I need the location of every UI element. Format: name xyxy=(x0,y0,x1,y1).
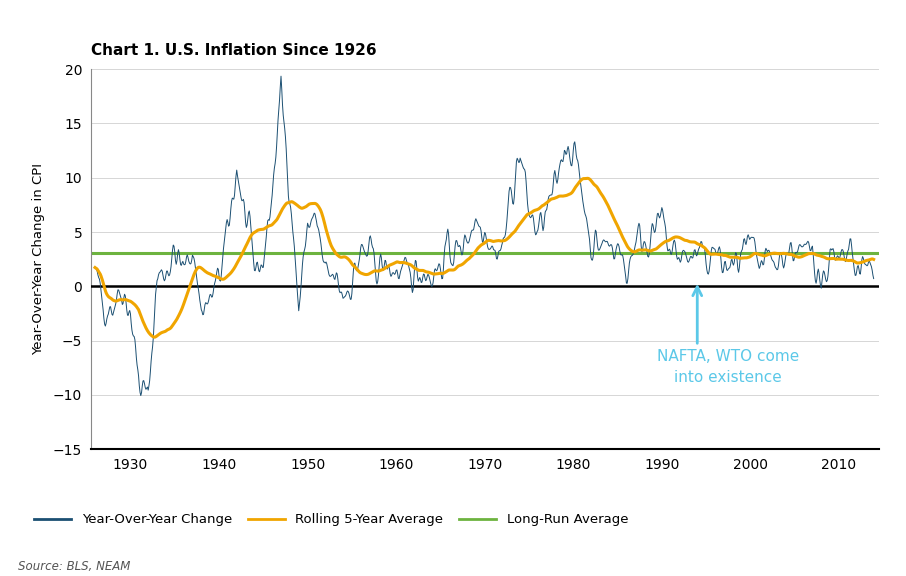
Y-axis label: Year-Over-Year Change in CPI: Year-Over-Year Change in CPI xyxy=(32,163,44,355)
Text: Source: BLS, NEAM: Source: BLS, NEAM xyxy=(18,560,130,573)
Legend: Year-Over-Year Change, Rolling 5-Year Average, Long-Run Average: Year-Over-Year Change, Rolling 5-Year Av… xyxy=(34,513,628,526)
Text: NAFTA, WTO come
into existence: NAFTA, WTO come into existence xyxy=(657,350,799,385)
Text: Chart 1. U.S. Inflation Since 1926: Chart 1. U.S. Inflation Since 1926 xyxy=(91,43,376,58)
